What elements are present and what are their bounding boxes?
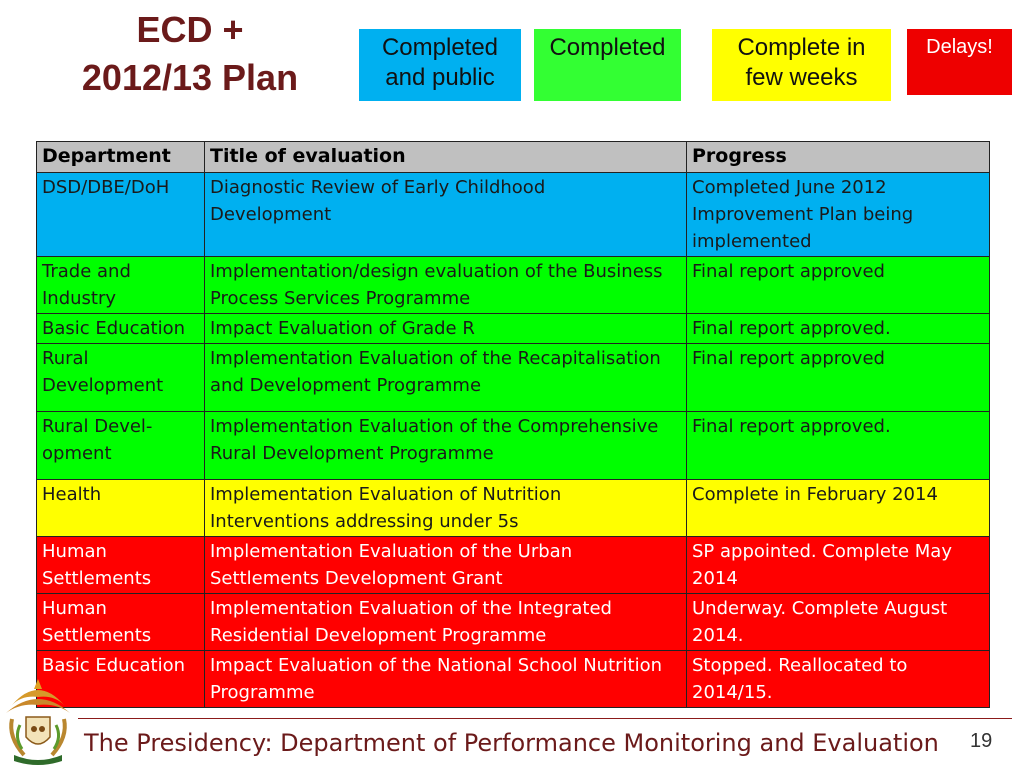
table-header-row: Department Title of evaluation Progress (36, 141, 990, 173)
legend-delays: Delays! (907, 29, 1012, 95)
cell-department: Basic Education (36, 313, 205, 344)
slide-title-line1: ECD + (136, 9, 244, 50)
cell-title: Implementation Evaluation of Nutrition I… (204, 479, 687, 537)
evaluation-table: Department Title of evaluation Progress … (36, 141, 990, 708)
coat-of-arms-icon (6, 679, 70, 765)
page-number: 19 (970, 730, 993, 752)
cell-department: Trade and Industry (36, 256, 205, 314)
legend-completed-label: Completed (549, 34, 666, 61)
cell-progress: Final report approved. (686, 313, 990, 344)
cell-title: Implementation Evaluation of the Integra… (204, 593, 687, 651)
cell-title: Implementation Evaluation of the Urban S… (204, 536, 687, 594)
slide-title: ECD + 2012/13 Plan (40, 6, 340, 102)
cell-progress: Final report approved (686, 343, 990, 412)
legend-complete-few-weeks-label: Complete in few weeks (737, 34, 866, 91)
cell-progress: SP appointed. Complete May 2014 (686, 536, 990, 594)
footer-divider (78, 718, 1012, 719)
table-row: Trade and Industry Implementation/design… (36, 256, 990, 314)
table-row: Basic Education Impact Evaluation of Gra… (36, 313, 990, 344)
cell-title: Implementation/design evaluation of the … (204, 256, 687, 314)
cell-department: Rural Development (36, 343, 205, 412)
cell-title: Impact Evaluation of the National School… (204, 650, 687, 708)
table-row: Human Settlements Implementation Evaluat… (36, 593, 990, 651)
table-row: DSD/DBE/DoH Diagnostic Review of Early C… (36, 172, 990, 257)
slide-title-line2: 2012/13 Plan (81, 57, 299, 98)
cell-title: Diagnostic Review of Early Childhood Dev… (204, 172, 687, 257)
legend-delays-label: Delays! (926, 36, 993, 58)
table-row: Rural Development Implementation Evaluat… (36, 343, 990, 412)
cell-department: DSD/DBE/DoH (36, 172, 205, 257)
header-title: Title of evaluation (204, 141, 687, 173)
cell-progress: Completed June 2012 Improvement Plan bei… (686, 172, 990, 257)
table-row: Human Settlements Implementation Evaluat… (36, 536, 990, 594)
header-progress: Progress (686, 141, 990, 173)
cell-department: Rural Devel- opment (36, 411, 205, 480)
cell-department: Basic Education (36, 650, 205, 708)
cell-progress: Underway. Complete August 2014. (686, 593, 990, 651)
legend-complete-few-weeks: Complete in few weeks (712, 29, 891, 101)
footer-text: The Presidency: Department of Performanc… (84, 729, 939, 757)
cell-progress: Complete in February 2014 (686, 479, 990, 537)
cell-department: Human Settlements (36, 536, 205, 594)
cell-progress: Final report approved. (686, 411, 990, 480)
table-row: Rural Devel- opment Implementation Evalu… (36, 411, 990, 480)
legend-completed-public-label: Completed and public (381, 34, 499, 91)
table-row: Health Implementation Evaluation of Nutr… (36, 479, 990, 537)
cell-department: Health (36, 479, 205, 537)
table-row: Basic Education Impact Evaluation of the… (36, 650, 990, 708)
header-department: Department (36, 141, 205, 173)
cell-progress: Final report approved (686, 256, 990, 314)
cell-title: Implementation Evaluation of the Compreh… (204, 411, 687, 480)
legend-completed: Completed (534, 29, 681, 101)
cell-title: Implementation Evaluation of the Recapit… (204, 343, 687, 412)
legend-completed-public: Completed and public (359, 29, 521, 101)
cell-progress: Stopped. Reallocated to 2014/15. (686, 650, 990, 708)
cell-title: Impact Evaluation of Grade R (204, 313, 687, 344)
cell-department: Human Settlements (36, 593, 205, 651)
